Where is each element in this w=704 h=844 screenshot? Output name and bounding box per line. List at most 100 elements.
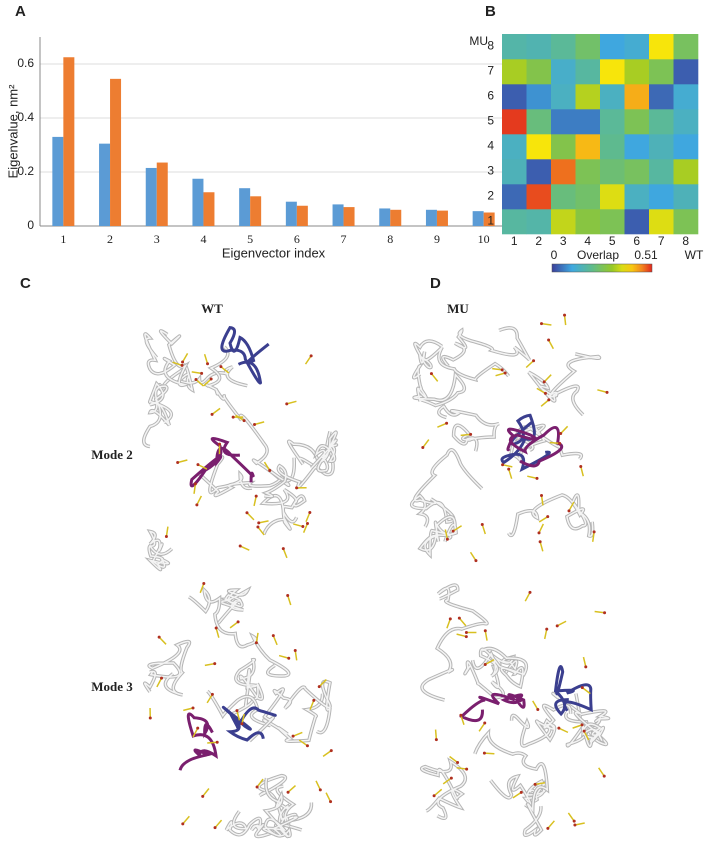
heatmap-cell [673,209,699,235]
arrow-head [584,665,588,669]
arrow-head [483,721,487,725]
colorbar-tick: 0.51 [634,248,658,262]
heatmap-cell [551,209,576,235]
arrow [525,360,535,369]
arrow [580,466,585,477]
ribbon-highlight [178,712,218,771]
arrow-head [543,391,547,395]
bar [156,162,168,226]
x-tick-label: 9 [434,232,440,246]
arrow [549,441,560,445]
heatmap-cell [551,59,576,85]
arrow-head [291,734,295,738]
arrow [207,741,218,744]
arrow-head [538,540,542,544]
arrow [437,422,447,428]
ribbon [197,456,290,497]
heatmap-cell [502,109,527,135]
heatmap-cell [502,209,527,235]
arrow-head [238,544,242,548]
x-tick-label: 1 [60,232,66,246]
arrow-head [547,398,551,402]
arrow-head [540,322,544,326]
arrow-head [555,624,559,628]
arrow [540,495,544,506]
arrow-head [164,535,168,539]
arrow-head [257,521,261,525]
arrow [236,710,241,721]
heatmap-cell [624,34,650,60]
ribbon [414,340,510,381]
arrow [304,355,312,365]
arrow-head [500,368,504,372]
ribbon [528,353,601,416]
arrow [282,548,288,559]
arrow [293,523,304,528]
heatmap-cell [649,159,674,185]
ribbon [147,530,173,571]
arrow [286,595,292,606]
ribbon [418,516,457,557]
arrow [527,475,538,480]
bar [390,209,402,226]
arrow [181,353,189,363]
x-tick-label: 4 [584,234,591,248]
arrow-head [285,402,289,406]
arrow [254,421,265,426]
arrow-head [603,611,607,615]
arrow [568,501,575,512]
arrow-head [537,531,541,535]
arrow [263,461,271,471]
arrow-head [201,794,205,798]
y-tick-label: 0.6 [17,56,34,70]
arrow [581,686,591,695]
arrow [538,516,549,523]
heatmap-cell [502,134,527,160]
heatmap-cell [673,134,699,160]
bar [99,143,111,226]
arrow-head [308,511,312,515]
ribbon-highlight [506,425,564,468]
arrow [572,724,583,729]
heatmap-cell [575,84,601,110]
arrow-head [573,823,577,827]
ribbon [310,431,338,472]
arrow [540,399,550,407]
arrow-head [557,726,561,730]
y-tick-label: 7 [487,64,494,78]
bar [110,78,122,226]
heatmap-cell [624,84,650,110]
arrow-head [236,620,240,624]
arrow [197,463,208,470]
arrow-head [580,686,584,690]
arrow-head [582,729,586,733]
ribbon [490,775,547,810]
column-label: MU [447,301,469,316]
arrow-head [301,525,305,529]
arrow-head [256,525,260,529]
arrow [524,592,531,602]
arrow-head [474,559,478,563]
arrow [177,459,188,464]
arrow [484,659,495,666]
arrow [325,792,332,802]
arrow [434,729,438,740]
ribbon [205,346,295,482]
ribbon-highlight [189,436,255,488]
colorbar-label: Overlap [577,248,619,262]
y-axis-label: MU [469,34,488,48]
arrow-head [483,662,487,666]
ribbon [206,690,324,742]
arrow [563,315,567,326]
x-tick-label: 1 [511,234,518,248]
arrow [256,778,264,788]
arrow-head [559,432,563,436]
arrow [446,618,452,629]
bar [343,207,355,226]
arrow [598,767,605,777]
heatmap-cell [526,84,552,110]
arrow-head [253,423,257,427]
arrow-head [547,338,551,342]
arrow [203,353,209,364]
ribbon [507,494,594,537]
